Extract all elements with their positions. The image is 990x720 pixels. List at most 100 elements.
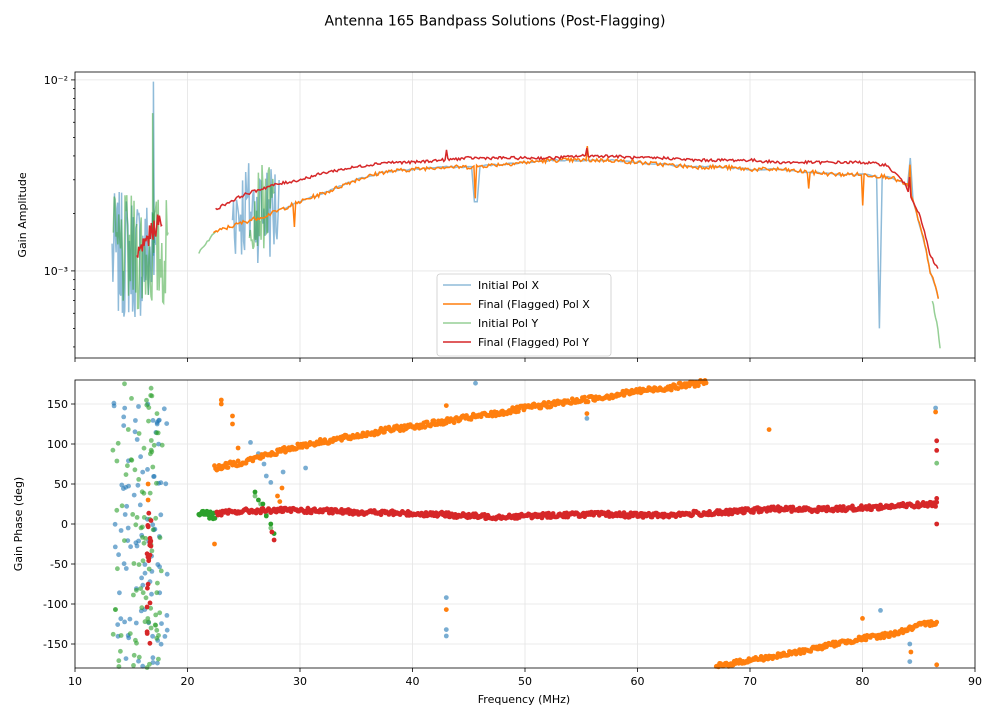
phase-point (148, 605, 154, 611)
initial-pol-y-spike (151, 113, 155, 238)
phase-point (263, 473, 269, 479)
phase-point (148, 539, 153, 545)
phase-point (125, 538, 131, 543)
phase-point (934, 448, 940, 453)
phase-point (153, 515, 159, 521)
phase-point (123, 472, 129, 477)
phase-point (140, 558, 146, 564)
phase-point (118, 648, 123, 654)
phase-point (158, 512, 164, 518)
phase-point (144, 402, 150, 408)
phase-point (154, 430, 160, 436)
phase-point (268, 480, 274, 485)
x-tick-label: 60 (631, 675, 645, 688)
phase-point (137, 502, 143, 508)
phase-point (151, 474, 157, 479)
phase-point (140, 524, 145, 530)
phase-point (123, 566, 129, 571)
phase-point (143, 536, 149, 541)
phase-point (382, 429, 387, 435)
phase-point (230, 413, 235, 419)
phase-point (151, 442, 157, 448)
phase-point (141, 445, 147, 451)
phase-point (162, 634, 168, 639)
phase-point (163, 481, 169, 487)
amp-ytick-label: 10⁻² (44, 74, 68, 87)
phase-point (263, 513, 269, 519)
phase-point (115, 566, 120, 572)
phase-point (159, 442, 165, 448)
phase-point (225, 465, 231, 470)
phase-point (142, 562, 148, 567)
phase-point (443, 633, 449, 639)
final-pol-y-points (144, 438, 940, 646)
initial-pol-x-outliers (248, 380, 938, 664)
phase-point (218, 401, 224, 407)
phase-ytick-label: 0 (61, 518, 68, 531)
amp-ytick-label: 10⁻³ (44, 265, 68, 278)
phase-point (150, 655, 156, 661)
phase-point (145, 581, 151, 587)
phase-point (212, 515, 218, 521)
phase-point (119, 482, 125, 488)
phase-point (145, 481, 151, 487)
x-tick-label: 90 (968, 675, 982, 688)
phase-point (155, 660, 160, 666)
phase-point (148, 451, 153, 457)
phase-point (934, 619, 940, 625)
phase-point (161, 406, 167, 412)
phase-point (148, 385, 154, 391)
phase-point (157, 535, 163, 541)
phase-point (141, 515, 147, 520)
phase-point (111, 400, 117, 406)
phase-point (146, 566, 152, 572)
legend-label-x-initial: Initial Pol X (478, 279, 539, 292)
phase-point (142, 619, 148, 625)
phase-point (150, 527, 156, 533)
phase-point (303, 465, 308, 471)
phase-point (153, 612, 159, 618)
phase-point (140, 663, 146, 669)
x-tick-label: 70 (743, 675, 757, 688)
phase-point (841, 504, 846, 509)
initial-pol-y-line (112, 195, 169, 310)
phase-point (907, 659, 913, 664)
initial-pol-x-points (111, 400, 170, 669)
phase-point (154, 635, 160, 641)
phase-point (146, 418, 151, 424)
initial-pol-y-outliers (252, 460, 940, 531)
phase-point (934, 499, 940, 505)
phase-point (147, 490, 153, 496)
phase-point (150, 660, 156, 665)
chart-title: Antenna 165 Bandpass Solutions (Post-Fla… (325, 14, 666, 30)
phase-point (148, 518, 154, 523)
phase-point (112, 544, 118, 550)
phase-point (118, 633, 124, 638)
phase-point (157, 610, 163, 616)
phase-point (136, 562, 142, 567)
phase-point (132, 467, 138, 473)
phase-point (122, 538, 127, 543)
phase-point (133, 620, 139, 626)
phase-point (260, 501, 266, 507)
phase-ylabel: Gain Phase (deg) (12, 477, 25, 571)
final-pol-y-line-2 (215, 147, 939, 269)
x-tick-label: 10 (68, 675, 82, 688)
phase-point (125, 427, 131, 432)
phase-point (164, 613, 170, 618)
phase-point (148, 625, 154, 631)
phase-point (145, 524, 151, 530)
phase-point (110, 447, 116, 453)
phase-point (126, 635, 132, 641)
x-tick-label: 40 (406, 675, 420, 688)
phase-point (934, 521, 940, 527)
phase-point (114, 507, 120, 513)
phase-point (230, 421, 235, 427)
phase-point (142, 570, 148, 576)
amplitude-ticks: 10⁻³ 10⁻² (44, 74, 75, 348)
phase-point (123, 656, 129, 661)
phase-point (208, 509, 213, 515)
phase-point (136, 654, 142, 660)
phase-point (235, 458, 241, 464)
phase-point (139, 575, 145, 581)
